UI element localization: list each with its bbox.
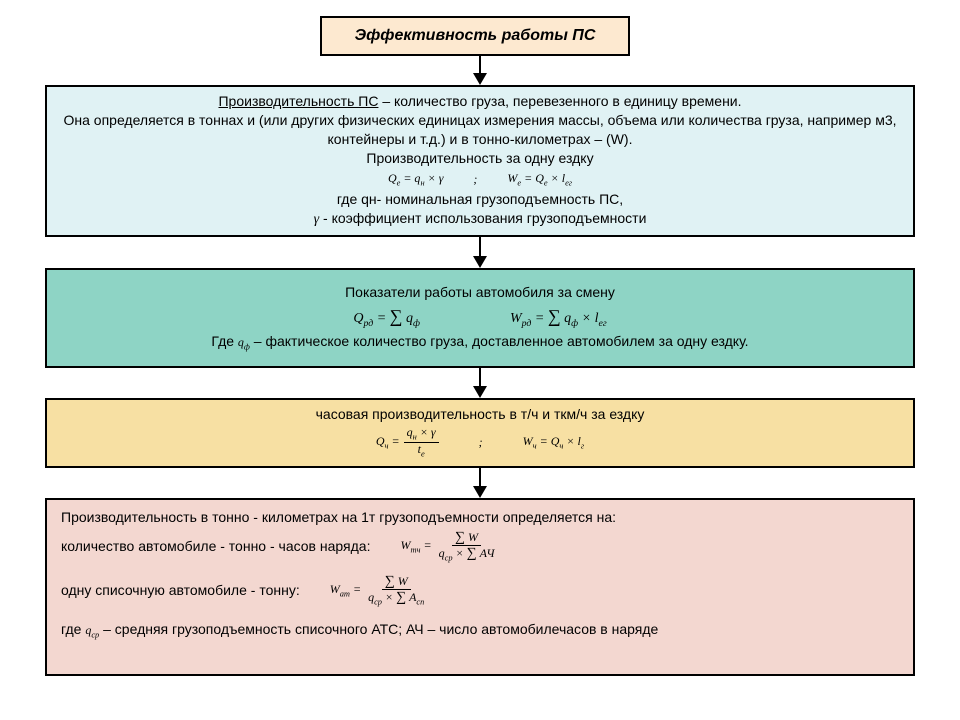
box-tkm: Производительность в тонно - километрах … — [45, 498, 915, 676]
box2-line2: Где qф – фактическое количество груза, д… — [61, 332, 899, 353]
box1-f1: Qe = qн × γ — [388, 170, 443, 189]
box4-line4: где qср – средняя грузоподъемность списо… — [61, 620, 899, 641]
box1-sep: ; — [473, 171, 477, 187]
box1-f2: We = Qe × lег — [507, 170, 572, 189]
box4-f2: Wат = ∑ W qср × ∑ Aсп — [330, 574, 428, 607]
box-productivity: Производительность ПС – количество груза… — [45, 85, 915, 237]
box-hourly: часовая производительность в т/ч и ткм/ч… — [45, 398, 915, 468]
arrow-4 — [473, 468, 487, 498]
box1-line4: где qн- номинальная грузоподъемность ПС, — [61, 190, 899, 209]
box3-f2: Wч = Qч × lг — [523, 433, 584, 452]
box1-line3: Производительность за одну ездку — [61, 149, 899, 168]
box1-formulas: Qe = qн × γ ; We = Qe × lег — [61, 170, 899, 189]
box2-formulas: Qрд = ∑ qф Wрд = ∑ qф × lег — [61, 304, 899, 330]
box3-formulas: Qч = qн × γte ; Wч = Qч × lг — [61, 426, 899, 458]
arrow-3 — [473, 368, 487, 398]
box2-line1: Показатели работы автомобиля за смену — [61, 283, 899, 302]
box-shift: Показатели работы автомобиля за смену Qр… — [45, 268, 915, 368]
box1-line5: γ - коэффициент использования грузоподъе… — [61, 209, 899, 230]
arrow-1 — [473, 56, 487, 85]
box3-f1: Qч = qн × γte — [376, 426, 439, 458]
title-text: Эффективность работы ПС — [336, 25, 614, 47]
box3-sep: ; — [479, 434, 483, 450]
box1-line1: Производительность ПС – количество груза… — [61, 92, 899, 111]
box3-line1: часовая производительность в т/ч и ткм/ч… — [61, 405, 899, 424]
box1-line2: Она определяется в тоннах и (или других … — [61, 111, 899, 149]
box2-f1: Qрд = ∑ qф — [353, 304, 420, 330]
box2-f2: Wрд = ∑ qф × lег — [510, 304, 607, 330]
box4-row2: количество автомобиле - тонно - часов на… — [61, 530, 899, 563]
box4-row3: одну списочную автомобиле - тонну: Wат =… — [61, 574, 899, 607]
arrow-2 — [473, 237, 487, 268]
title-box: Эффективность работы ПС — [320, 16, 630, 56]
box4-line1: Производительность в тонно - километрах … — [61, 508, 899, 527]
box1-underline: Производительность ПС — [218, 93, 378, 109]
box4-f1: Wтч = ∑ W qср × ∑ АЧ — [400, 530, 497, 563]
